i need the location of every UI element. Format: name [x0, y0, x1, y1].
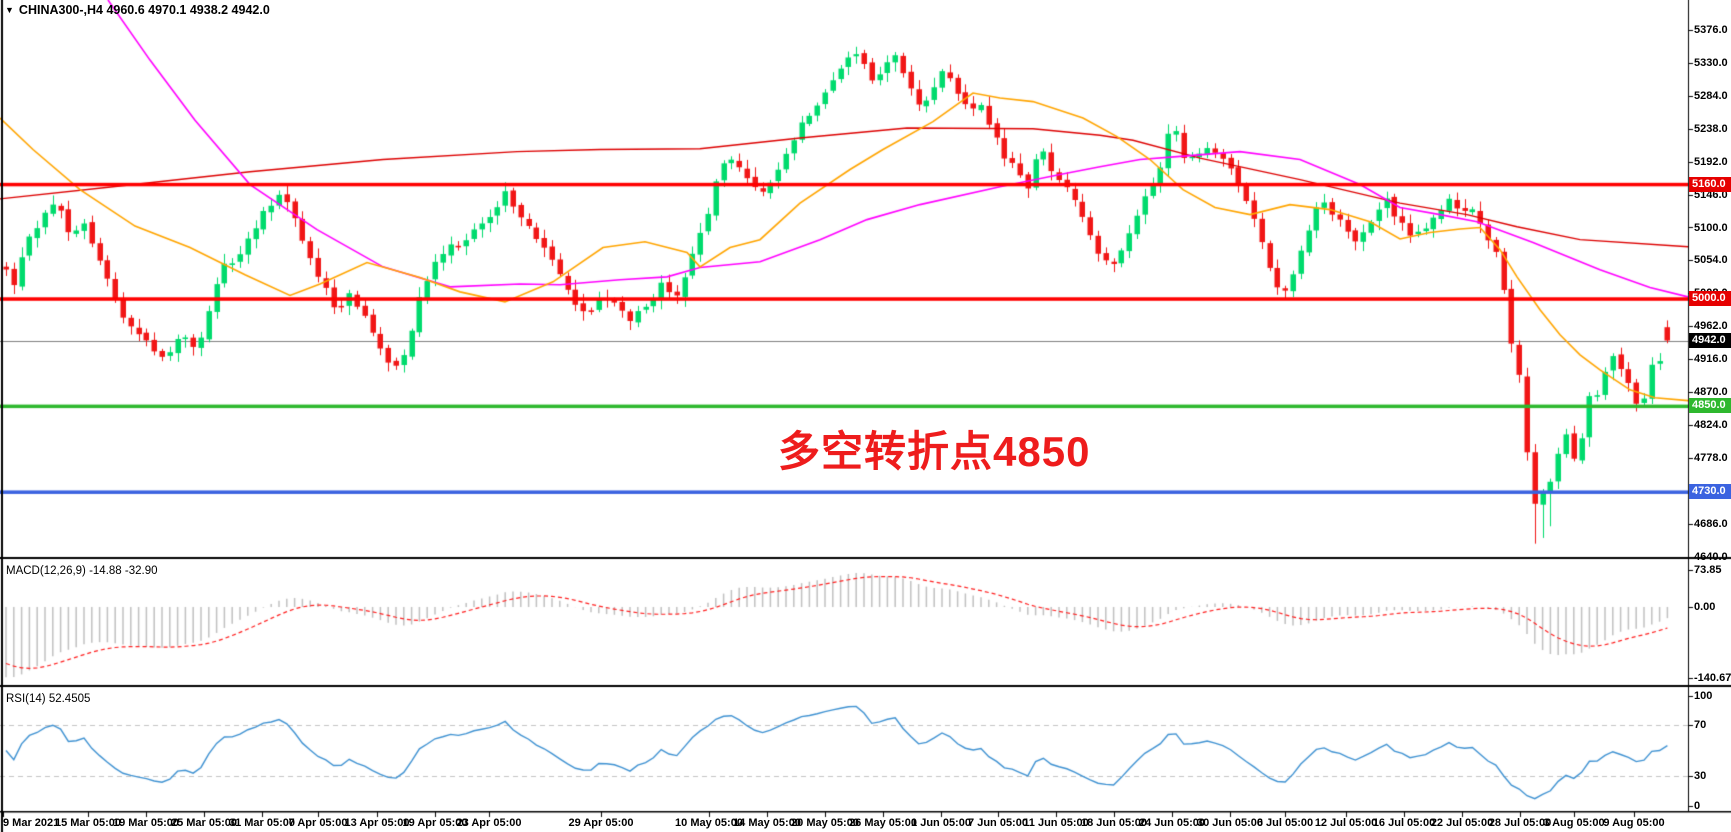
time-axis-label: 30 Jun 05:00: [1196, 817, 1264, 829]
time-axis-label: 15 Mar 05:00: [54, 817, 122, 829]
price-axis-tick: 4962.0: [1694, 320, 1728, 333]
indicator-axis-tick: 0.00: [1694, 601, 1716, 613]
indicator-axis-tick: 100: [1694, 690, 1713, 702]
support-badge: 4730.0: [1689, 484, 1731, 500]
indicator-axis-tick: 70: [1694, 719, 1707, 731]
pivot-badge: 4850.0: [1689, 398, 1731, 414]
time-axis-label: 20 May 05:00: [791, 817, 859, 829]
symbol-ohlc-quote: CHINA300-,H4 4960.6 4970.1 4938.2 4942.0: [18, 3, 270, 17]
time-axis-label: 7 Apr 05:00: [288, 817, 348, 829]
chart-annotation-text: 多空转折点4850: [778, 428, 1091, 475]
time-axis-label: 18 Jun 05:00: [1080, 817, 1148, 829]
time-axis-label: 13 Apr 05:00: [344, 817, 410, 829]
time-axis-label: 12 Jul 05:00: [1314, 817, 1378, 829]
time-axis-label: 29 Apr 05:00: [568, 817, 634, 829]
price-axis-tick: 5100.0: [1694, 221, 1728, 234]
price-axis-tick: 5192.0: [1694, 155, 1728, 168]
macd-indicator-label: MACD(12,26,9) -14.88 -32.90: [6, 565, 158, 577]
time-axis-label: 28 Jul 05:00: [1488, 817, 1552, 829]
price-axis-tick: 5146.0: [1694, 188, 1728, 201]
price-axis-tick: 4686.0: [1694, 517, 1728, 530]
resistance-badge: 5160.0: [1689, 176, 1731, 192]
indicator-axis-tick: 30: [1694, 770, 1707, 782]
time-axis-label: 14 May 05:00: [733, 817, 801, 829]
time-axis-label: 16 Jul 05:00: [1372, 817, 1436, 829]
time-axis-label: 1 Jun 05:00: [911, 817, 971, 829]
price-axis-tick: 4778.0: [1694, 451, 1728, 464]
time-axis-label: 9 Mar 2021: [3, 817, 60, 829]
time-axis-label: 10 May 05:00: [675, 817, 743, 829]
time-axis-label: 7 Jun 05:00: [968, 817, 1028, 829]
price-axis-tick: 4916.0: [1694, 353, 1728, 366]
time-axis-label: 3 Aug 05:00: [1543, 817, 1605, 829]
time-axis-label: 19 Mar 05:00: [112, 817, 180, 829]
quote-bar: ▼ CHINA300-,H4 4960.6 4970.1 4938.2 4942…: [5, 3, 270, 17]
indicator-axis-tick: -140.67: [1694, 672, 1731, 684]
indicator-axis-tick: 73.85: [1694, 564, 1722, 576]
rsi-indicator-label: RSI(14) 52.4505: [6, 693, 91, 705]
price-axis-tick: 5238.0: [1694, 122, 1728, 135]
price-axis-tick: 5330.0: [1694, 57, 1728, 69]
time-axis-label: 24 Jun 05:00: [1138, 817, 1206, 829]
price-axis-tick: 4870.0: [1694, 386, 1728, 398]
time-axis-label: 6 Jul 05:00: [1256, 817, 1314, 829]
current-price-badge: 4942.0: [1689, 332, 1731, 348]
time-axis-label: 9 Aug 05:00: [1603, 817, 1665, 829]
price-axis-tick: 5054.0: [1694, 254, 1728, 267]
price-axis-tick: 4824.0: [1694, 418, 1728, 431]
time-axis-label: 26 May 05:00: [849, 817, 917, 829]
price-axis-tick: 5284.0: [1694, 89, 1728, 102]
time-axis-label: 22 Jul 05:00: [1430, 817, 1494, 829]
time-axis-label: 19 Apr 05:00: [402, 817, 468, 829]
price-axis-tick: 4640.0: [1694, 550, 1728, 563]
resistance-badge: 5000.0: [1689, 291, 1731, 306]
time-axis-label: 25 Mar 05:00: [170, 817, 238, 829]
price-axis-tick: 5376.0: [1694, 24, 1728, 36]
time-axis-label: 11 Jun 05:00: [1023, 817, 1089, 829]
time-axis-label: 23 Apr 05:00: [456, 817, 522, 829]
chevron-down-icon[interactable]: ▼: [5, 5, 14, 15]
indicator-axis-tick: 0: [1694, 800, 1701, 812]
time-axis-label: 31 Mar 05:00: [228, 817, 296, 829]
